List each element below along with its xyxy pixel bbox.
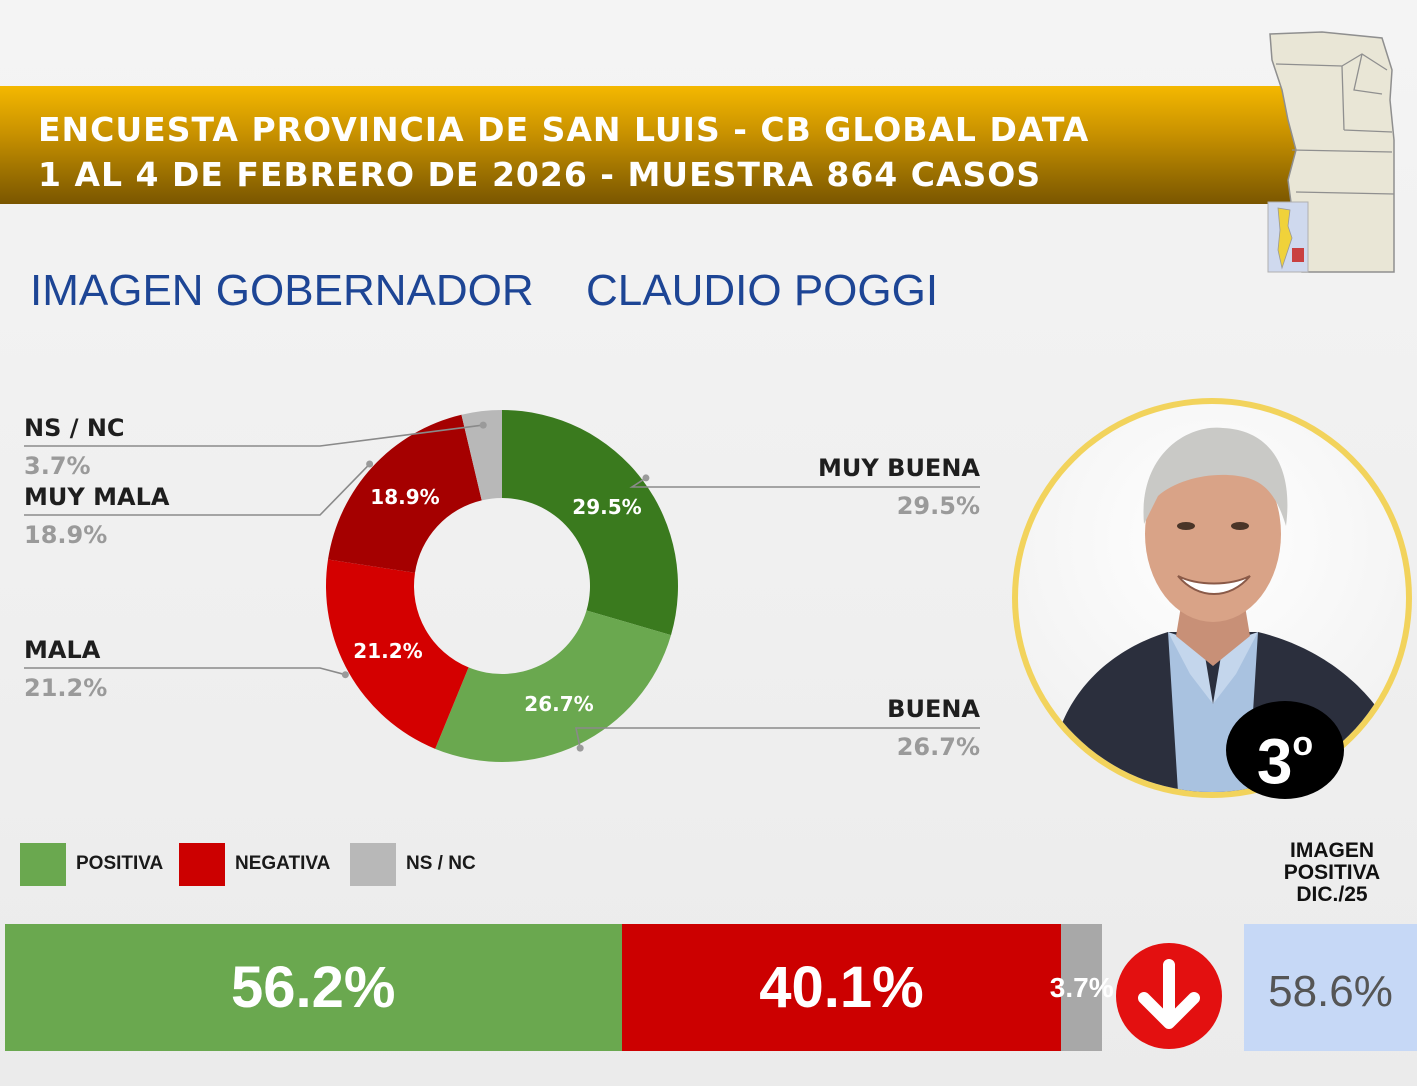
slice-outer-value: 3.7% — [24, 452, 91, 480]
header-banner — [0, 86, 1300, 204]
legend-label-negativa: NEGATIVA — [235, 853, 331, 874]
donut-slice-muy-buena — [502, 410, 679, 636]
leader-dot — [479, 421, 487, 429]
bar-segment-label: 40.1% — [759, 955, 924, 1020]
slice-outer-value: 21.2% — [24, 674, 107, 702]
leader-dot — [366, 460, 374, 468]
trend-down-arrow-icon — [1116, 943, 1222, 1049]
slice-outer-value: 26.7% — [897, 733, 980, 761]
slice-name-label: NS / NC — [24, 414, 125, 442]
bar-segment-label: 3.7% — [1049, 972, 1114, 1003]
leader-line — [24, 667, 346, 676]
bar-segment-ns-nc: 3.7% — [1050, 924, 1114, 1051]
donut-slice-buena — [435, 610, 672, 763]
slice-outer-value: 18.9% — [24, 521, 107, 549]
previous-positive-value: 58.6% — [1268, 967, 1393, 1016]
rank-number: 3 — [1256, 725, 1293, 798]
bar-segment-negativa: 40.1% — [621, 924, 1062, 1051]
ranking-badge: 3o — [1226, 701, 1344, 799]
legend-swatch-nsnc — [350, 843, 396, 886]
leader-dot — [341, 671, 349, 679]
header-title-line1: ENCUESTA PROVINCIA DE SAN LUIS - CB GLOB… — [38, 110, 1090, 149]
leader-line — [575, 727, 980, 749]
leader-line — [629, 477, 980, 488]
previous-heading-line1: IMAGEN — [1290, 839, 1374, 862]
legend-label-positiva: POSITIVA — [76, 853, 164, 874]
slice-name-label: MUY MALA — [24, 483, 170, 511]
leader-dot — [642, 474, 650, 482]
rank-suffix: o — [1292, 725, 1314, 763]
leader-dot — [576, 744, 584, 752]
previous-image-heading: IMAGEN POSITIVA DIC./25 — [1262, 840, 1402, 906]
previous-positive-value-box: 58.6% — [1244, 924, 1417, 1051]
slice-value-label: 21.2% — [353, 639, 422, 663]
bar-segment-positiva: 56.2% — [5, 924, 622, 1051]
chart-title-part2: CLAUDIO POGGI — [586, 266, 939, 315]
leader-line — [24, 463, 371, 516]
donut-chart: 29.5% 26.7% 21.2% 18.9% MUY BUENA 29.5% BUENA… — [24, 410, 980, 763]
slice-value-label: 29.5% — [572, 495, 641, 519]
san-luis-map-icon — [1267, 31, 1395, 273]
slice-value-label: 18.9% — [370, 485, 439, 509]
leader-line — [24, 424, 484, 447]
previous-heading-line2: POSITIVA — [1283, 861, 1381, 884]
legend-swatch-negativa — [179, 843, 225, 886]
donut-slice-muy-mala — [327, 414, 482, 573]
bar-segment-label: 56.2% — [231, 955, 396, 1020]
slice-name-label: MALA — [24, 636, 101, 664]
slice-value-label: 26.7% — [524, 692, 593, 716]
slice-name-label: MUY BUENA — [818, 454, 980, 482]
donut-slice-mala — [326, 559, 469, 749]
legend-label-nsnc: NS / NC — [406, 853, 476, 874]
previous-heading-line3: DIC./25 — [1296, 883, 1368, 906]
governor-portrait-icon — [1018, 404, 1406, 792]
donut-slice-ns-nc — [461, 410, 502, 501]
slice-name-label: BUENA — [887, 695, 980, 723]
chart-title-part1: IMAGEN GOBERNADOR — [30, 266, 534, 315]
legend-swatch-positiva — [20, 843, 66, 886]
header-title-line2: 1 AL 4 DE FEBRERO DE 2026 - MUESTRA 864 … — [38, 155, 1042, 194]
slice-outer-value: 29.5% — [897, 492, 980, 520]
